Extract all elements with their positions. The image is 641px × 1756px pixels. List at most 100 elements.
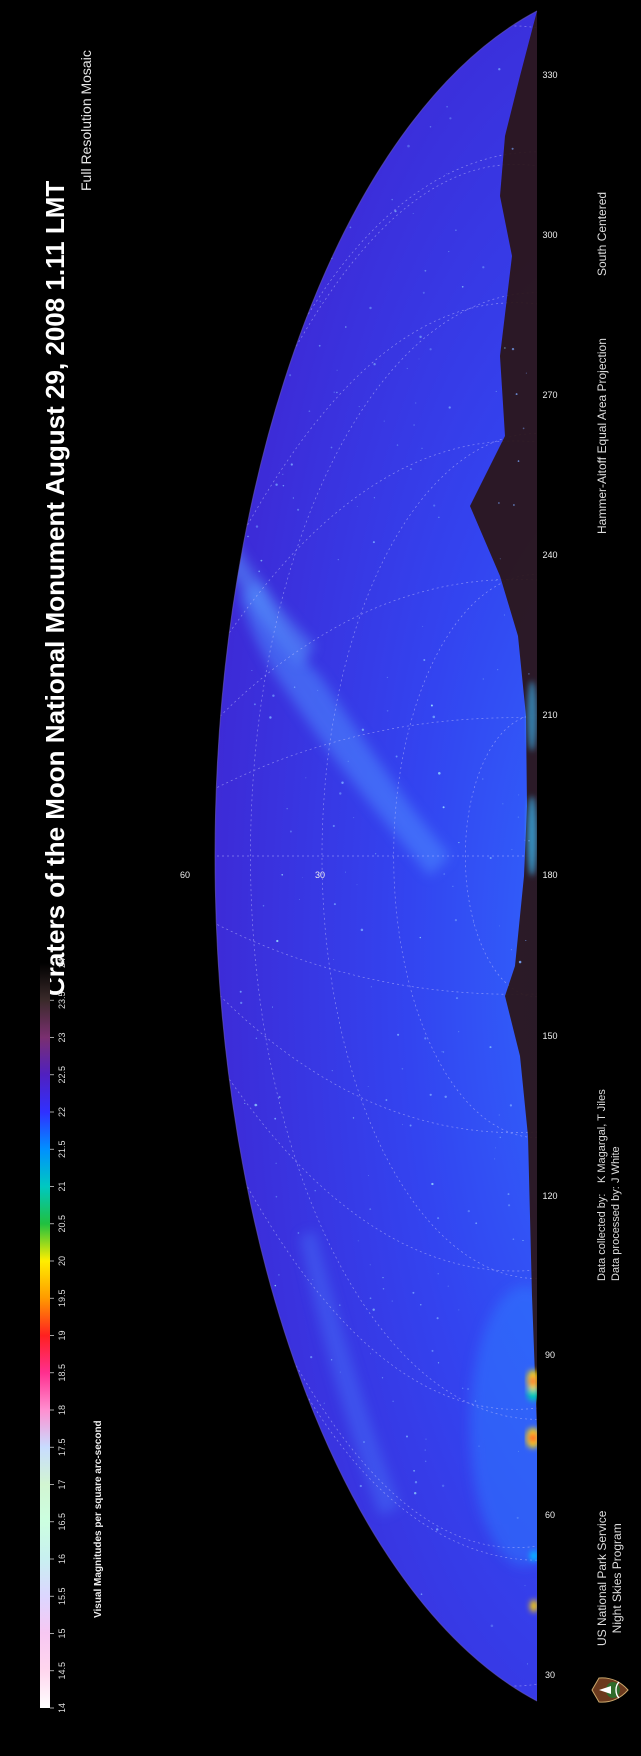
star (467, 1209, 470, 1213)
star (211, 1176, 213, 1178)
azimuth-label: 240 (542, 550, 557, 560)
star (461, 285, 464, 288)
star (216, 1599, 219, 1602)
star (308, 410, 311, 413)
scale-tick-label: 14.5 (57, 1662, 67, 1680)
star (297, 1232, 300, 1234)
star (517, 1450, 519, 1452)
star (262, 904, 265, 907)
star (284, 39, 288, 43)
star (293, 686, 296, 689)
processed-label: Data processed by: (610, 1186, 622, 1281)
star (188, 1251, 190, 1253)
star (199, 685, 200, 686)
star (317, 1646, 320, 1649)
star (511, 347, 515, 351)
star (337, 157, 341, 161)
star (368, 1175, 369, 1176)
star (518, 794, 520, 796)
star (217, 565, 220, 567)
star (347, 760, 349, 762)
scale-tick-label: 21.5 (57, 1140, 67, 1158)
star (396, 1623, 399, 1626)
star (455, 997, 459, 1000)
star (341, 781, 344, 784)
star (213, 598, 215, 600)
star (323, 1402, 325, 1404)
star (148, 667, 150, 669)
star (432, 715, 436, 719)
scale-tick-label: 16.5 (57, 1513, 67, 1531)
scale-tick-label: 23 (57, 1032, 67, 1042)
star (289, 374, 292, 377)
star (433, 504, 436, 507)
magnitude-color-scale: 14 14.5 15 15.5 16 16.5 17 17.5 18 18.5 19 19.5 20 20… (40, 958, 67, 1712)
star (169, 1549, 170, 1550)
star (310, 1512, 312, 1514)
star (236, 100, 239, 103)
star (499, 558, 501, 560)
star (117, 919, 119, 921)
star (196, 573, 199, 576)
star (138, 1556, 139, 1557)
star (141, 589, 142, 590)
star (151, 1269, 152, 1270)
star (381, 1377, 384, 1379)
star (420, 1593, 423, 1596)
star (362, 1563, 365, 1566)
star (282, 473, 284, 475)
star (175, 1205, 176, 1206)
star (261, 359, 264, 362)
star (339, 792, 342, 795)
star (253, 425, 256, 428)
star (131, 1388, 133, 1390)
star (274, 1284, 277, 1287)
star (321, 155, 324, 159)
star (375, 853, 377, 855)
star (271, 1006, 274, 1008)
star (334, 1637, 337, 1640)
star (504, 347, 506, 349)
star (185, 1473, 187, 1475)
star (302, 1544, 304, 1546)
star (159, 669, 160, 670)
star (320, 255, 324, 259)
graticule (215, 25, 538, 1687)
star (401, 1068, 404, 1070)
star (231, 255, 233, 257)
star (498, 68, 501, 71)
star (302, 877, 304, 878)
star (160, 1269, 162, 1271)
star (452, 885, 454, 887)
star (495, 390, 497, 392)
star (414, 1481, 418, 1484)
star (413, 424, 415, 426)
star (422, 625, 424, 627)
star (290, 463, 293, 466)
star (373, 107, 375, 109)
star (166, 1538, 167, 1539)
star (227, 566, 229, 568)
nps-arrowhead-logo (591, 1677, 629, 1703)
star (275, 483, 278, 486)
star (239, 990, 242, 993)
star (437, 1362, 440, 1364)
star (356, 506, 358, 507)
star (173, 114, 174, 115)
star (156, 324, 157, 325)
star (360, 928, 364, 932)
orientation-label: South Centered (595, 191, 609, 276)
scale-tick-label: 18.5 (57, 1364, 67, 1382)
star (507, 1193, 510, 1196)
star (336, 369, 338, 371)
star (382, 1277, 384, 1279)
star (297, 141, 301, 144)
star (423, 1671, 425, 1674)
star (317, 689, 319, 691)
star (527, 1663, 528, 1665)
star (180, 227, 181, 228)
star (223, 1255, 225, 1258)
star (447, 1285, 449, 1287)
star (474, 1400, 477, 1402)
